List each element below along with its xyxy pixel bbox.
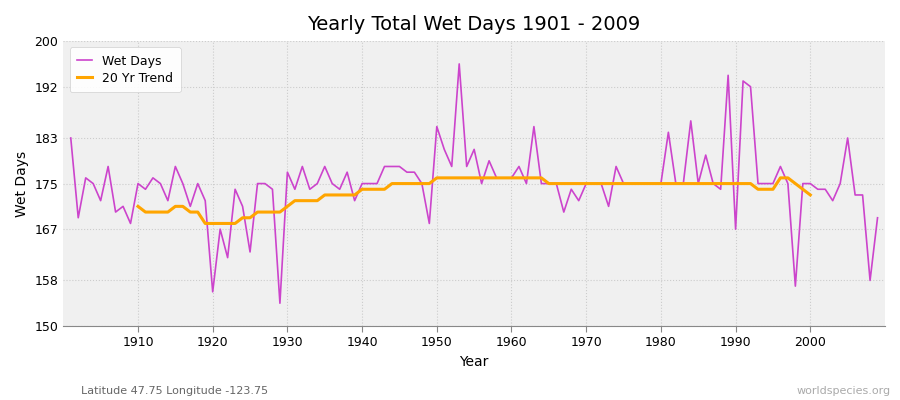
Y-axis label: Wet Days: Wet Days bbox=[15, 150, 29, 217]
Title: Yearly Total Wet Days 1901 - 2009: Yearly Total Wet Days 1901 - 2009 bbox=[308, 15, 641, 34]
Line: 20 Yr Trend: 20 Yr Trend bbox=[138, 178, 810, 224]
20 Yr Trend bbox=[312, 198, 323, 203]
20 Yr Trend bbox=[200, 221, 211, 226]
20 Yr Trend bbox=[222, 221, 233, 226]
20 Yr Trend bbox=[797, 187, 808, 192]
Wet Days bbox=[611, 164, 622, 169]
Wet Days bbox=[274, 301, 285, 306]
Wet Days bbox=[66, 136, 77, 140]
Wet Days bbox=[454, 62, 464, 66]
20 Yr Trend bbox=[536, 176, 547, 180]
Text: Latitude 47.75 Longitude -123.75: Latitude 47.75 Longitude -123.75 bbox=[81, 386, 268, 396]
20 Yr Trend bbox=[716, 181, 726, 186]
20 Yr Trend bbox=[297, 198, 308, 203]
Wet Days bbox=[514, 164, 525, 169]
Wet Days bbox=[521, 181, 532, 186]
Wet Days bbox=[872, 215, 883, 220]
Wet Days bbox=[297, 164, 308, 169]
Wet Days bbox=[125, 221, 136, 226]
Text: worldspecies.org: worldspecies.org bbox=[796, 386, 891, 396]
Legend: Wet Days, 20 Yr Trend: Wet Days, 20 Yr Trend bbox=[69, 47, 181, 92]
Line: Wet Days: Wet Days bbox=[71, 64, 878, 303]
X-axis label: Year: Year bbox=[460, 355, 489, 369]
20 Yr Trend bbox=[132, 204, 143, 209]
20 Yr Trend bbox=[805, 192, 815, 197]
20 Yr Trend bbox=[431, 176, 442, 180]
Wet Days bbox=[342, 170, 353, 174]
